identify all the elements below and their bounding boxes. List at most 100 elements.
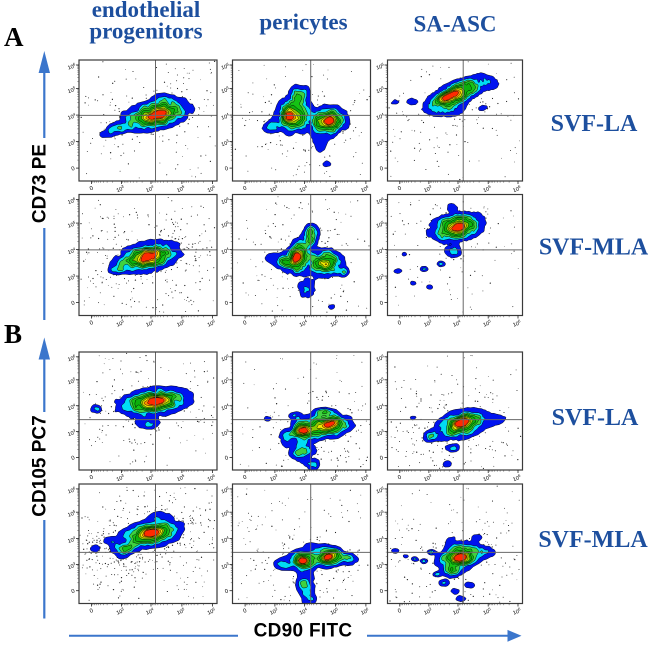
- svg-text:105: 105: [220, 508, 231, 518]
- svg-text:0: 0: [242, 475, 247, 482]
- svg-text:106: 106: [375, 485, 386, 495]
- svg-text:105: 105: [375, 85, 386, 95]
- svg-text:104: 104: [145, 183, 156, 194]
- svg-text:106: 106: [375, 353, 386, 363]
- svg-text:106: 106: [375, 196, 386, 206]
- svg-text:105: 105: [482, 183, 493, 194]
- svg-text:0: 0: [379, 166, 384, 173]
- svg-text:106: 106: [206, 472, 217, 483]
- svg-text:0: 0: [71, 455, 76, 462]
- svg-text:106: 106: [66, 353, 77, 363]
- svg-text:106: 106: [66, 485, 77, 495]
- svg-text:0: 0: [379, 589, 384, 596]
- svg-text:103: 103: [66, 561, 77, 571]
- svg-text:SVF-LA: SVF-LA: [551, 111, 638, 137]
- svg-text:106: 106: [220, 61, 231, 71]
- svg-text:SVF-MLA: SVF-MLA: [539, 235, 649, 261]
- svg-text:103: 103: [115, 606, 126, 617]
- svg-text:106: 106: [220, 196, 231, 206]
- svg-text:0: 0: [397, 320, 402, 327]
- svg-text:103: 103: [268, 183, 279, 194]
- svg-text:0: 0: [89, 608, 94, 615]
- svg-text:104: 104: [220, 535, 231, 545]
- svg-text:105: 105: [375, 219, 386, 229]
- svg-text:104: 104: [298, 472, 309, 483]
- svg-text:0: 0: [224, 589, 229, 596]
- svg-text:0: 0: [89, 475, 94, 482]
- svg-text:104: 104: [66, 111, 77, 121]
- svg-text:106: 106: [66, 196, 77, 206]
- svg-text:0: 0: [224, 455, 229, 462]
- svg-text:104: 104: [375, 402, 386, 412]
- svg-text:104: 104: [145, 606, 156, 617]
- svg-text:103: 103: [375, 561, 386, 571]
- svg-text:SA-ASC: SA-ASC: [413, 12, 496, 37]
- svg-text:0: 0: [71, 301, 76, 308]
- svg-text:0: 0: [397, 186, 402, 193]
- svg-text:103: 103: [115, 183, 126, 194]
- svg-text:105: 105: [329, 183, 340, 194]
- svg-text:0: 0: [71, 166, 76, 173]
- svg-text:105: 105: [220, 85, 231, 95]
- svg-text:0: 0: [397, 608, 402, 615]
- svg-text:103: 103: [375, 138, 386, 148]
- svg-text:105: 105: [482, 606, 493, 617]
- svg-text:103: 103: [66, 428, 77, 438]
- svg-text:0: 0: [71, 589, 76, 596]
- svg-text:0: 0: [242, 320, 247, 327]
- svg-text:105: 105: [329, 318, 340, 329]
- svg-text:endothelial: endothelial: [92, 0, 201, 22]
- svg-text:0: 0: [224, 301, 229, 308]
- svg-text:SVF-LA: SVF-LA: [552, 405, 639, 431]
- svg-text:105: 105: [329, 606, 340, 617]
- svg-text:106: 106: [206, 318, 217, 329]
- svg-text:105: 105: [66, 85, 77, 95]
- svg-text:103: 103: [422, 606, 433, 617]
- svg-text:103: 103: [115, 472, 126, 483]
- svg-text:pericytes: pericytes: [259, 10, 347, 35]
- svg-text:105: 105: [220, 219, 231, 229]
- svg-text:104: 104: [452, 318, 463, 329]
- svg-text:104: 104: [375, 246, 386, 256]
- svg-text:106: 106: [206, 606, 217, 617]
- svg-text:0: 0: [242, 608, 247, 615]
- svg-text:103: 103: [220, 138, 231, 148]
- svg-text:106: 106: [359, 183, 370, 194]
- svg-text:106: 106: [512, 183, 523, 194]
- svg-text:104: 104: [145, 318, 156, 329]
- svg-text:106: 106: [359, 472, 370, 483]
- svg-text:103: 103: [66, 138, 77, 148]
- svg-text:104: 104: [375, 111, 386, 121]
- svg-text:104: 104: [220, 402, 231, 412]
- svg-text:103: 103: [220, 428, 231, 438]
- svg-text:106: 106: [375, 61, 386, 71]
- svg-text:106: 106: [66, 61, 77, 71]
- svg-text:CD105 PC7: CD105 PC7: [30, 415, 51, 516]
- svg-text:104: 104: [452, 183, 463, 194]
- svg-text:104: 104: [452, 606, 463, 617]
- svg-text:106: 106: [359, 606, 370, 617]
- svg-text:105: 105: [175, 318, 186, 329]
- svg-text:105: 105: [66, 376, 77, 386]
- svg-text:106: 106: [512, 606, 523, 617]
- svg-text:104: 104: [66, 402, 77, 412]
- svg-text:0: 0: [379, 301, 384, 308]
- svg-text:105: 105: [66, 508, 77, 518]
- svg-text:105: 105: [375, 508, 386, 518]
- svg-text:106: 106: [206, 183, 217, 194]
- svg-text:103: 103: [115, 318, 126, 329]
- svg-text:CD90 FITC: CD90 FITC: [254, 621, 353, 642]
- svg-text:105: 105: [482, 318, 493, 329]
- svg-text:104: 104: [298, 183, 309, 194]
- svg-text:104: 104: [66, 535, 77, 545]
- svg-text:0: 0: [379, 455, 384, 462]
- svg-text:105: 105: [175, 606, 186, 617]
- svg-text:106: 106: [220, 485, 231, 495]
- svg-text:103: 103: [422, 183, 433, 194]
- svg-text:103: 103: [422, 318, 433, 329]
- svg-text:106: 106: [359, 318, 370, 329]
- svg-text:104: 104: [298, 606, 309, 617]
- svg-text:104: 104: [375, 535, 386, 545]
- svg-text:105: 105: [482, 472, 493, 483]
- svg-text:104: 104: [145, 472, 156, 483]
